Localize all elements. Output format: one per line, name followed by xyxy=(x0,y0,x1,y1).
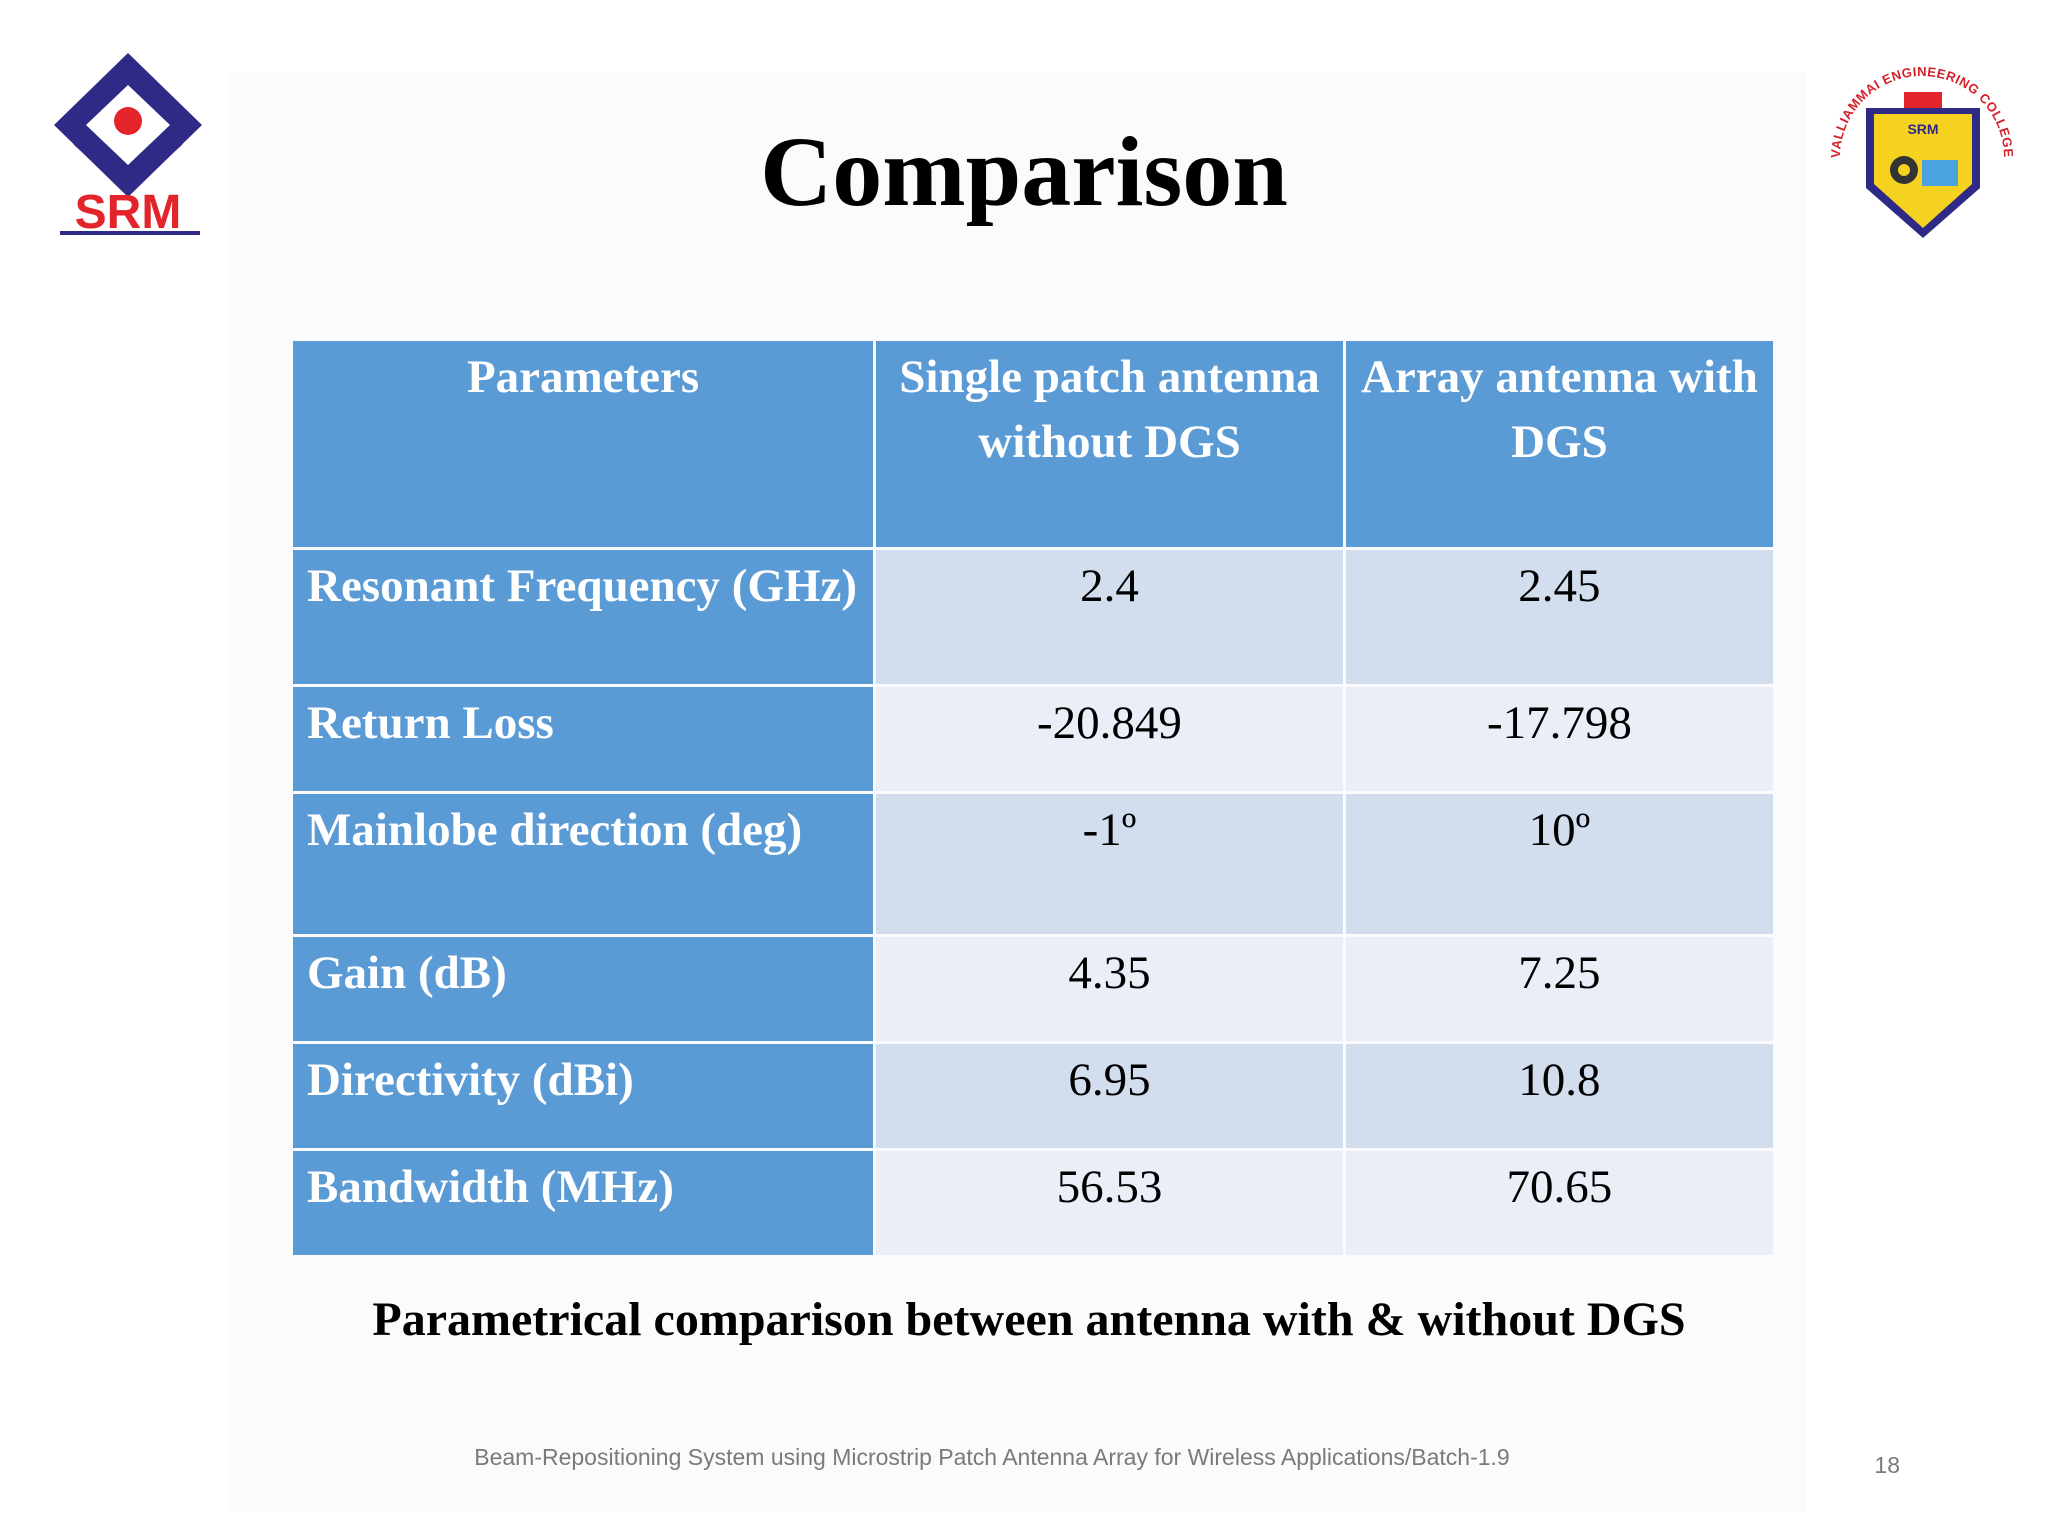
srm-logo-text: SRM xyxy=(75,186,182,239)
param-cell: Mainlobe direction (deg) xyxy=(293,794,874,934)
array-value-cell: -17.798 xyxy=(1345,687,1773,791)
array-value-cell: 10.8 xyxy=(1345,1044,1773,1148)
param-cell: Directivity (dBi) xyxy=(293,1044,874,1148)
table-row: Gain (dB) 4.35 7.25 xyxy=(293,937,1773,1041)
single-value-cell: 2.4 xyxy=(876,550,1343,684)
header-parameters: Parameters xyxy=(293,341,874,547)
college-seal-logo: VALLIAMMAI ENGINEERING COLLEGE SRM xyxy=(1828,64,2016,238)
table-row: Bandwidth (MHz) 56.53 70.65 xyxy=(293,1151,1773,1255)
slide-title: Comparison xyxy=(760,116,1288,227)
array-value-cell: 70.65 xyxy=(1345,1151,1773,1255)
header-single-patch: Single patch antenna without DGS xyxy=(876,341,1343,547)
table-row: Return Loss -20.849 -17.798 xyxy=(293,687,1773,791)
comparison-table: Parameters Single patch antenna without … xyxy=(290,338,1776,1258)
table-caption: Parametrical comparison between antenna … xyxy=(372,1293,1686,1346)
slide-footer: Beam-Repositioning System using Microstr… xyxy=(474,1444,1510,1470)
single-value-cell: -20.849 xyxy=(876,687,1343,791)
table-row: Mainlobe direction (deg) -1º 10º xyxy=(293,794,1773,934)
single-value-cell: 4.35 xyxy=(876,937,1343,1041)
slide-background xyxy=(228,72,1806,1512)
shield-text: SRM xyxy=(1907,121,1938,137)
table-row: Directivity (dBi) 6.95 10.8 xyxy=(293,1044,1773,1148)
array-value-cell: 10º xyxy=(1345,794,1773,934)
table-header-row: Parameters Single patch antenna without … xyxy=(293,341,1773,547)
param-cell: Resonant Frequency (GHz) xyxy=(293,550,874,684)
param-cell: Return Loss xyxy=(293,687,874,791)
table-row: Resonant Frequency (GHz) 2.4 2.45 xyxy=(293,550,1773,684)
header-array-antenna: Array antenna with DGS xyxy=(1345,341,1773,547)
array-value-cell: 7.25 xyxy=(1345,937,1773,1041)
param-cell: Bandwidth (MHz) xyxy=(293,1151,874,1255)
page-number: 18 xyxy=(1874,1452,1900,1478)
srm-logo: SRM xyxy=(54,53,202,239)
single-value-cell: -1º xyxy=(876,794,1343,934)
single-value-cell: 6.95 xyxy=(876,1044,1343,1148)
single-value-cell: 56.53 xyxy=(876,1151,1343,1255)
param-cell: Gain (dB) xyxy=(293,937,874,1041)
array-value-cell: 2.45 xyxy=(1345,550,1773,684)
